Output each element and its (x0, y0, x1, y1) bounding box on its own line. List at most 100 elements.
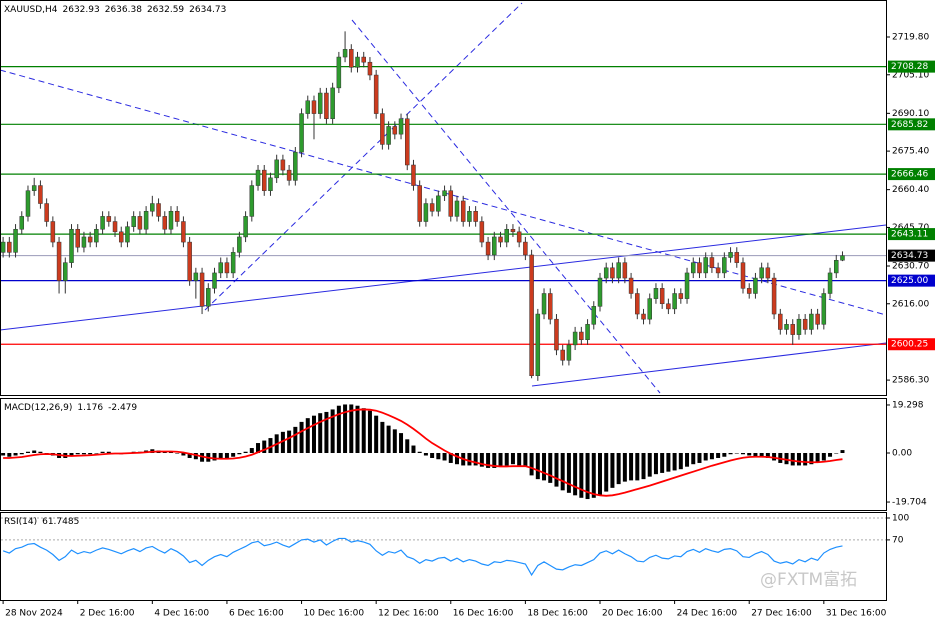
candle-body (423, 203, 429, 222)
macd-bar (399, 433, 404, 454)
trend-line (0, 224, 887, 331)
candle-body (13, 228, 18, 253)
trend-line (351, 19, 661, 394)
macd-bar (13, 453, 18, 456)
macd-bar (716, 453, 721, 458)
candle-body (709, 257, 715, 269)
candle-body (840, 255, 845, 261)
macd-bar (759, 453, 764, 457)
candle-body (753, 277, 758, 294)
candle-body (150, 203, 155, 212)
level-label: 2685.82 (891, 120, 928, 130)
macd-bar (740, 453, 745, 455)
macd-bar (262, 440, 267, 454)
level-label: 2708.28 (891, 62, 928, 72)
panel-frame (0, 512, 887, 601)
candle-body (492, 236, 497, 256)
candle-body (243, 216, 248, 238)
macd-bar (815, 453, 820, 463)
macd-bar (479, 453, 484, 467)
macd-bar (430, 453, 435, 458)
macd-bar (81, 453, 86, 455)
macd-bar (784, 453, 789, 465)
x-tick-label: 4 Dec 16:00 (154, 609, 209, 619)
macd-bar (38, 451, 43, 454)
macd-bar (7, 453, 12, 457)
candle-body (280, 159, 286, 171)
macd-bar (218, 453, 223, 460)
macd-bar (330, 409, 335, 454)
candle-body (784, 324, 789, 330)
macd-bar (417, 451, 422, 454)
macd-bar (616, 453, 621, 485)
chart-header: MACD(12,26,9) 1.176 -2.479 (4, 403, 137, 413)
candle-body (349, 49, 354, 68)
candle-body (728, 252, 733, 258)
macd-bar (1, 453, 6, 456)
macd-bar (100, 451, 105, 454)
macd-bar (803, 453, 808, 466)
x-tick-label: 16 Dec 16:00 (453, 609, 514, 619)
candle-body (249, 185, 255, 217)
macd-bar (212, 453, 217, 461)
macd-bar (454, 453, 459, 465)
candle-body (635, 293, 640, 315)
candle-body (255, 169, 261, 186)
candle-body (317, 92, 323, 114)
candle-body (94, 228, 99, 243)
y-tick-label: 70 (892, 535, 904, 545)
candle-body (218, 262, 223, 274)
macd-bar (88, 453, 93, 455)
macd-bar (828, 453, 833, 457)
x-tick-label: 20 Dec 16:00 (602, 609, 663, 619)
chart-header: XAUUSD,H4 2632.93 2636.38 2632.59 2634.73 (4, 5, 226, 15)
macd-bar (753, 453, 758, 457)
macd-bar (231, 453, 236, 457)
candle-body (230, 252, 236, 274)
x-tick-label: 31 Dec 16:00 (826, 609, 887, 619)
candle-body (535, 313, 541, 376)
macd-bar (336, 405, 341, 454)
header-value: RSI(14) (4, 517, 37, 527)
y-tick-label: 2660.40 (892, 185, 929, 195)
candle-body (809, 313, 814, 330)
x-tick-label: 2 Dec 16:00 (80, 609, 135, 619)
macd-bar (504, 453, 509, 466)
macd-bar (187, 453, 192, 458)
macd-bar (709, 453, 714, 460)
candle-body (722, 257, 727, 274)
candle-body (268, 177, 273, 191)
macd-bar (566, 453, 571, 493)
macd-bar (498, 453, 503, 467)
macd-bar (747, 453, 752, 456)
macd-bar (821, 453, 826, 461)
x-tick-label: 6 Dec 16:00 (229, 609, 284, 619)
macd-bar (722, 453, 727, 457)
macd-bar (442, 453, 447, 461)
macd-bar (703, 453, 708, 461)
candle-body (523, 241, 528, 256)
candle-body (31, 185, 37, 191)
level-label-box (888, 338, 935, 351)
candle-body (622, 262, 628, 279)
candle-body (448, 190, 454, 217)
macd-bar (293, 426, 298, 454)
macd-bar (224, 453, 229, 458)
macd-bar (318, 413, 323, 454)
candle-body (548, 293, 553, 320)
macd-bar (604, 453, 609, 492)
candle-body (19, 216, 25, 230)
macd-bar (610, 453, 615, 488)
x-tick-label: 27 Dec 16:00 (751, 609, 812, 619)
candle-body (659, 288, 665, 305)
candle-body (802, 318, 808, 330)
macd-bar (579, 453, 584, 498)
candle-body (504, 228, 509, 243)
candle-body (361, 56, 366, 63)
candle-body (118, 231, 124, 243)
candle-body (473, 210, 478, 222)
candle-body (678, 293, 684, 299)
candle-body (81, 236, 87, 248)
panel-frame (0, 398, 887, 511)
macd-bar (734, 453, 739, 454)
